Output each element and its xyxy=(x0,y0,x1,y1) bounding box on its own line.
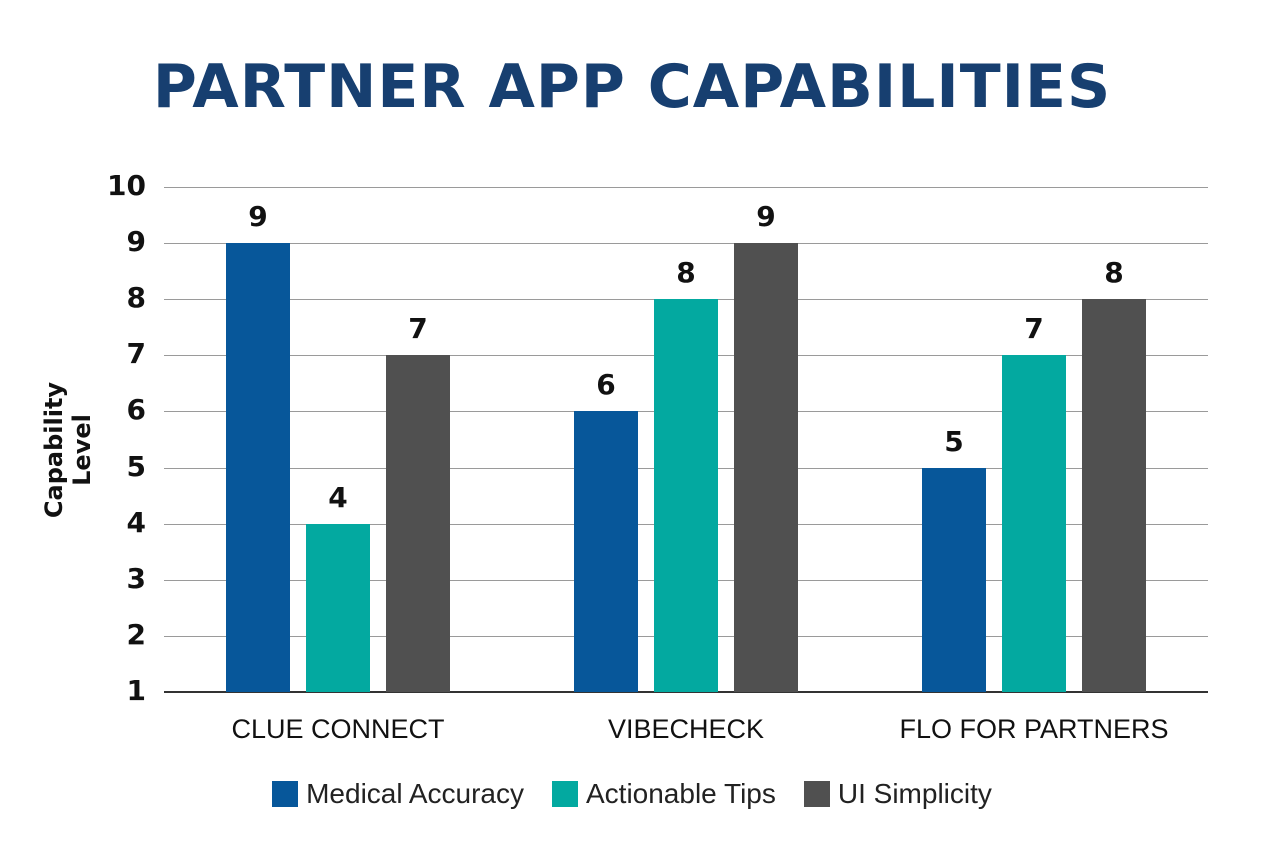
y-tick-label: 8 xyxy=(126,281,146,315)
bar[interactable] xyxy=(1082,299,1146,692)
bar[interactable] xyxy=(574,411,638,692)
bar[interactable] xyxy=(922,467,986,692)
bar[interactable] xyxy=(734,243,798,692)
bar-value-label: 7 xyxy=(408,312,428,346)
x-category-label: CLUE CONNECT xyxy=(231,714,445,744)
legend-item-ui-simplicity[interactable]: UI Simplicity xyxy=(803,778,992,810)
bar[interactable] xyxy=(654,299,718,692)
y-tick-label: 1 xyxy=(126,674,146,707)
bar-value-label: 9 xyxy=(248,200,268,234)
bar-value-label: 7 xyxy=(1024,312,1044,346)
bar-value-label: 4 xyxy=(328,480,348,514)
bar[interactable] xyxy=(306,523,370,692)
legend-item-actionable-tips[interactable]: Actionable Tips xyxy=(551,778,776,810)
gridline xyxy=(164,243,1208,244)
y-tick-label: 10 xyxy=(107,169,146,202)
x-category-label: FLO FOR PARTNERS xyxy=(899,714,1169,744)
legend-swatch-icon xyxy=(803,781,830,807)
bar-value-label: 8 xyxy=(676,256,696,290)
y-tick-label: 5 xyxy=(126,449,146,483)
bar-value-label: 9 xyxy=(756,200,776,234)
legend-item-medical-accuracy[interactable]: Medical Accuracy xyxy=(272,778,524,810)
legend: Medical Accuracy Actionable Tips UI Simp… xyxy=(0,778,1264,810)
y-tick-label: 2 xyxy=(126,617,146,651)
legend-swatch-icon xyxy=(272,781,299,807)
gridline xyxy=(164,187,1208,188)
y-tick-label: 4 xyxy=(126,505,146,539)
bar-value-label: 5 xyxy=(944,424,964,458)
y-tick-label: 3 xyxy=(126,561,146,595)
bar-value-label: 6 xyxy=(596,368,616,402)
y-tick-label: 6 xyxy=(126,393,146,427)
y-tick-label: 7 xyxy=(126,337,146,371)
bar[interactable] xyxy=(226,243,290,692)
y-axis-label: Capability Level xyxy=(40,381,96,519)
y-tick-label: 9 xyxy=(126,225,146,259)
legend-label: UI Simplicity xyxy=(837,778,992,809)
x-category-label: VIBECHECK xyxy=(607,714,765,744)
legend-swatch-icon xyxy=(551,781,578,807)
chart-title: PARTNER APP CAPABILITIES xyxy=(152,52,1112,122)
bar[interactable] xyxy=(1002,355,1066,692)
bar-value-label: 8 xyxy=(1104,256,1124,290)
legend-label: Medical Accuracy xyxy=(306,778,524,809)
bar[interactable] xyxy=(386,355,450,692)
x-axis-line xyxy=(164,691,1208,693)
legend-label: Actionable Tips xyxy=(585,778,776,809)
